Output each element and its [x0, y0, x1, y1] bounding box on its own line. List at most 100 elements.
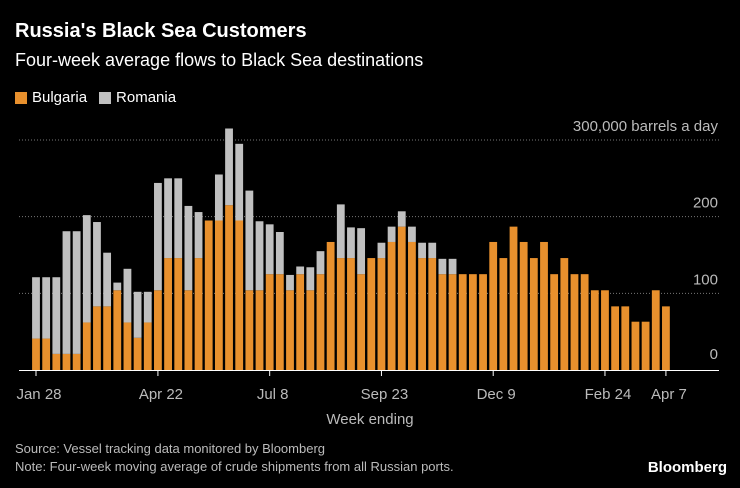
bar-bulgaria	[387, 241, 396, 370]
bar-romania	[428, 242, 437, 259]
bar-bulgaria	[42, 338, 51, 370]
bar-romania	[184, 205, 193, 291]
bar-bulgaria	[519, 241, 528, 370]
bar-bulgaria	[296, 274, 305, 370]
y-tick-label: 100	[693, 271, 718, 288]
bar-bulgaria	[357, 274, 366, 370]
x-tick-label: Dec 9	[477, 386, 516, 403]
bar-romania	[316, 251, 325, 275]
bar-bulgaria	[286, 290, 294, 370]
bar-romania	[32, 277, 40, 339]
bar-bulgaria	[113, 290, 122, 370]
bar-romania	[438, 258, 447, 275]
legend-item-romania: Romania	[99, 89, 176, 106]
bar-bulgaria	[438, 274, 447, 370]
bar-bulgaria	[123, 322, 132, 370]
bar-bulgaria	[133, 337, 142, 370]
bar-bulgaria	[489, 241, 498, 370]
bar-bulgaria	[225, 205, 233, 370]
bar-bulgaria	[499, 258, 508, 370]
x-axis-title: Week ending	[326, 411, 414, 428]
bar-bulgaria	[641, 321, 650, 370]
bar-romania	[164, 178, 172, 259]
bar-romania	[336, 204, 345, 259]
x-tick-label: Sep 23	[361, 386, 409, 403]
x-tick-label: Jan 28	[16, 386, 61, 403]
legend-label-romania: Romania	[116, 89, 177, 106]
bar-bulgaria	[347, 258, 355, 370]
bar-bulgaria	[662, 306, 670, 370]
chart-subtitle: Four-week average flows to Black Sea des…	[15, 50, 424, 70]
bar-bulgaria	[72, 353, 81, 370]
bar-bulgaria	[651, 290, 660, 370]
bar-bulgaria	[448, 274, 457, 370]
footnotes: Source: Vessel tracking data monitored b…	[15, 440, 454, 476]
bar-bulgaria	[235, 220, 244, 370]
bar-romania	[265, 224, 274, 275]
bar-romania	[72, 231, 81, 354]
y-tick-label: 0	[710, 346, 718, 363]
bar-bulgaria	[377, 258, 386, 370]
bar-bulgaria	[194, 258, 203, 370]
bar-romania	[357, 228, 366, 275]
bar-bulgaria	[62, 353, 71, 370]
bar-bulgaria	[204, 220, 213, 370]
bar-romania	[143, 291, 152, 323]
y-tick-label: 200	[693, 195, 718, 212]
bar-bulgaria	[82, 322, 91, 370]
bar-romania	[42, 277, 51, 339]
bar-bulgaria	[590, 290, 599, 370]
bar-bulgaria	[336, 258, 345, 370]
bar-romania	[347, 227, 355, 259]
bar-bulgaria	[479, 274, 487, 370]
bar-romania	[194, 212, 203, 259]
bar-romania	[286, 274, 294, 291]
bar-romania	[418, 242, 426, 259]
bar-romania	[408, 226, 416, 242]
bar-bulgaria	[306, 290, 315, 370]
legend-swatch-bulgaria	[15, 91, 27, 104]
y-tick-label: 300,000 barrels a day	[573, 118, 719, 135]
bar-romania	[235, 143, 244, 221]
bar-bulgaria	[32, 338, 40, 370]
bar-bulgaria	[326, 241, 335, 370]
bar-romania	[225, 128, 233, 206]
bar-bulgaria	[611, 306, 620, 370]
bar-bulgaria	[418, 258, 426, 370]
bar-romania	[123, 268, 132, 323]
x-tick-label: Jul 8	[257, 386, 289, 403]
bar-romania	[397, 211, 406, 227]
bar-bulgaria	[601, 290, 609, 370]
bar-romania	[113, 282, 122, 291]
bar-romania	[103, 252, 112, 307]
x-tick-label: Apr 7	[651, 386, 687, 403]
bar-bulgaria	[570, 274, 579, 370]
bar-bulgaria	[164, 258, 172, 370]
bar-romania	[133, 291, 142, 338]
bar-romania	[377, 242, 386, 259]
bar-bulgaria	[408, 241, 416, 370]
bar-bulgaria	[103, 306, 112, 370]
bar-romania	[255, 221, 264, 291]
source-note: Source: Vessel tracking data monitored b…	[15, 441, 326, 456]
bar-romania	[154, 182, 162, 291]
bar-bulgaria	[154, 290, 162, 370]
legend-item-bulgaria: Bulgaria	[15, 89, 87, 106]
bar-bulgaria	[184, 290, 193, 370]
bar-bulgaria	[468, 274, 477, 370]
bar-romania	[387, 226, 396, 242]
bar-bulgaria	[265, 274, 274, 370]
bar-romania	[93, 222, 101, 307]
bar-bulgaria	[52, 353, 61, 370]
bar-bulgaria	[214, 220, 223, 370]
bar-bulgaria	[143, 322, 152, 370]
bar-romania	[245, 190, 254, 291]
bar-bulgaria	[245, 290, 254, 370]
bar-romania	[174, 178, 183, 259]
bar-bulgaria	[458, 274, 467, 370]
bar-romania	[296, 266, 305, 275]
bar-bulgaria	[560, 258, 569, 370]
bar-romania	[448, 258, 457, 275]
bar-bulgaria	[93, 306, 101, 370]
